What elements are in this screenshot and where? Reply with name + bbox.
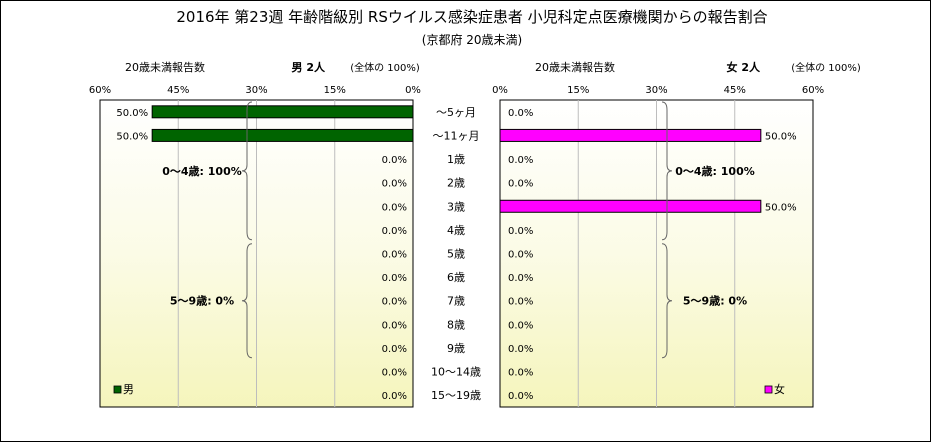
x-tick-label: 45%: [724, 85, 746, 96]
group-label: 5～9歳: 0%: [683, 294, 747, 308]
data-label: 0.0%: [508, 273, 533, 284]
category-label: 10～14歳: [431, 366, 481, 379]
chart-title: 2016年 第23週 年齢階級別 RSウイルス感染症患者 小児科定点医療機関から…: [176, 8, 767, 26]
category-label: 6歳: [447, 271, 465, 284]
x-tick-label: 45%: [167, 85, 189, 96]
data-label: 0.0%: [382, 273, 407, 284]
male-panel: 20歳未満報告数 男 2人 (全体の 100%) 0% 15% 30% 45% 60% 5…: [89, 60, 421, 408]
category-label: 2歳: [447, 177, 465, 190]
data-label: 0.0%: [508, 226, 533, 237]
data-label: 0.0%: [382, 297, 407, 308]
x-tick-label: 60%: [802, 85, 824, 96]
data-label: 0.0%: [508, 155, 533, 166]
male-header-count: 男 2人: [292, 60, 326, 74]
data-label: 50.0%: [116, 108, 148, 119]
data-label: 0.0%: [508, 179, 533, 190]
data-label: 0.0%: [382, 391, 407, 402]
female-header-left: 20歳未満報告数: [535, 61, 615, 74]
category-label: 1歳: [447, 153, 465, 166]
category-label: 8歳: [447, 318, 465, 331]
group-brace: [661, 101, 673, 241]
category-label: ～11ヶ月: [433, 129, 480, 142]
group-label: 5～9歳: 0%: [170, 294, 234, 308]
data-label: 0.0%: [508, 391, 533, 402]
x-tick-label: 0%: [405, 85, 421, 96]
data-label: 0.0%: [508, 108, 533, 119]
category-label: ～5ヶ月: [436, 106, 476, 119]
category-label: 4歳: [447, 224, 465, 237]
data-label: 0.0%: [382, 344, 407, 355]
category-label: 9歳: [447, 342, 465, 355]
x-tick-label: 30%: [245, 85, 267, 96]
data-label: 0.0%: [382, 320, 407, 331]
legend-swatch: [764, 385, 773, 394]
data-label: 0.0%: [382, 250, 407, 261]
bar: [499, 199, 762, 213]
legend-swatch: [113, 385, 122, 394]
group-brace: [241, 101, 253, 241]
data-label: 0.0%: [382, 202, 407, 213]
x-tick-label: 15%: [567, 85, 589, 96]
group-label: 0～4歳: 100%: [162, 164, 242, 178]
group-brace: [661, 243, 673, 359]
data-label: 0.0%: [508, 297, 533, 308]
x-tick-label: 30%: [645, 85, 667, 96]
data-label: 0.0%: [508, 250, 533, 261]
data-label: 0.0%: [508, 320, 533, 331]
data-label: 50.0%: [116, 131, 148, 142]
data-label: 0.0%: [382, 179, 407, 190]
x-tick-label: 15%: [324, 85, 346, 96]
female-panel: 20歳未満報告数 女 2人 (全体の 100%) 0% 15% 30% 45% 60% 0…: [492, 60, 861, 408]
x-tick-label: 0%: [492, 85, 508, 96]
category-label: 5歳: [447, 248, 465, 261]
group-brace: [241, 243, 253, 359]
group-label: 0～4歳: 100%: [675, 164, 755, 178]
male-header-left: 20歳未満報告数: [125, 61, 205, 74]
category-axis: ～5ヶ月 ～11ヶ月 1歳 2歳 3歳 4歳 5歳 6歳 7歳 8歳 9歳 10～14歳 15～19歳: [431, 106, 481, 402]
legend-label: 女: [774, 382, 785, 396]
female-header-count: 女 2人: [727, 60, 761, 74]
male-header-note: (全体の 100%): [350, 61, 420, 74]
data-label: 50.0%: [765, 131, 797, 142]
bar: [151, 105, 414, 119]
data-label: 50.0%: [765, 202, 797, 213]
legend-label: 男: [123, 383, 134, 396]
data-label: 0.0%: [508, 344, 533, 355]
data-label: 0.0%: [382, 155, 407, 166]
category-label: 15～19歳: [431, 389, 481, 402]
category-label: 3歳: [447, 200, 465, 213]
bar: [151, 128, 414, 142]
category-label: 7歳: [447, 295, 465, 308]
data-label: 0.0%: [508, 368, 533, 379]
bar: [499, 128, 762, 142]
female-header-note: (全体の 100%): [791, 61, 861, 74]
data-label: 0.0%: [382, 226, 407, 237]
chart-subtitle: (京都府 20歳未満): [422, 32, 522, 47]
x-tick-label: 60%: [89, 85, 111, 96]
data-label: 0.0%: [382, 368, 407, 379]
